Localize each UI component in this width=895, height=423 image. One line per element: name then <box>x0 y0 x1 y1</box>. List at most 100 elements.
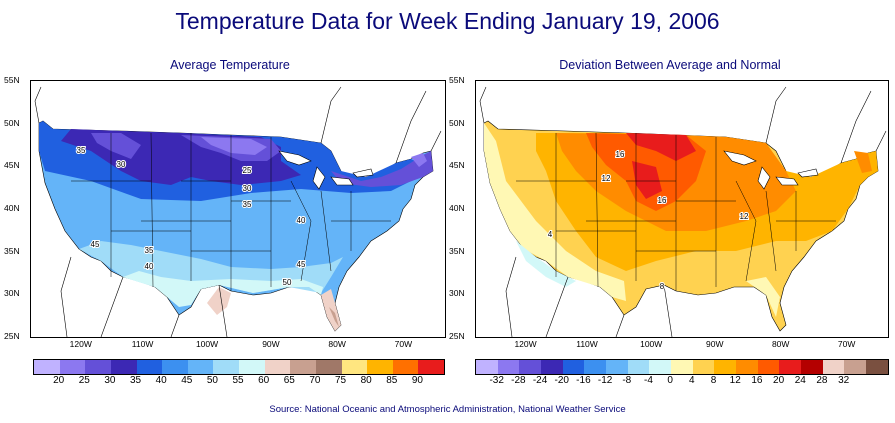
left_panel-colorbar-label: 55 <box>232 375 244 386</box>
right_panel-lon-label: 100W <box>640 339 663 349</box>
right_panel-colorbar-label: -20 <box>554 375 569 386</box>
right_panel-colorbar-swatch <box>476 360 498 374</box>
right_panel-colorbar-label: -32 <box>489 375 504 386</box>
left_panel-colorbar-label: 30 <box>104 375 116 386</box>
right_panel-lat-label: 45N <box>449 160 465 171</box>
right_panel-colorbar-swatch <box>606 360 628 374</box>
deviation-label-12-e: 12 <box>740 212 749 221</box>
left_panel-colorbar-label: 70 <box>309 375 321 386</box>
contour-label-30-mw: 30 <box>243 184 252 193</box>
left_panel-lon-label: 120W <box>69 339 92 349</box>
left_panel-colorbar-label: 50 <box>206 375 218 386</box>
contour-label-35-mw: 35 <box>243 200 252 209</box>
right_panel-colorbar-label: 20 <box>773 375 785 386</box>
right_panel-lat-label: 35N <box>449 245 465 256</box>
left_panel-colorbar-swatch <box>290 360 316 374</box>
left_panel-colorbar-swatch <box>392 360 419 374</box>
great-lakes-right <box>723 150 819 190</box>
left_panel-colorbar-swatch <box>85 360 111 374</box>
left_panel-colorbar-label: 90 <box>411 375 423 386</box>
right_panel-colorbar-label: 24 <box>794 375 806 386</box>
left_panel-colorbar-swatch <box>239 360 265 374</box>
right_panel-colorbar-label: 12 <box>729 375 741 386</box>
left_panel-lat-label: 45N <box>4 160 20 171</box>
state-borders-left <box>71 132 391 291</box>
contour-label-50-se: 50 <box>283 278 292 287</box>
left_panel-colorbar-label: 80 <box>360 375 372 386</box>
temperature-deviation-map: 16 12 16 12 4 8 <box>475 80 889 338</box>
left-panel-title: Average Temperature <box>170 58 290 72</box>
deviation-band-20 <box>626 133 696 199</box>
temperature-deviation-map-svg: 16 12 16 12 4 8 <box>479 86 887 337</box>
right_panel-lon-label: 120W <box>514 339 537 349</box>
left-contour-labels: 35 30 25 30 35 40 45 35 40 45 50 <box>76 145 307 288</box>
right_panel-lat-label: 50N <box>449 117 465 128</box>
right_panel-colorbar-label: -8 <box>622 375 632 386</box>
right_panel-colorbar-label: 4 <box>689 375 695 386</box>
right_panel-colorbar-label: 16 <box>751 375 763 386</box>
left_panel-lat-label: 35N <box>4 245 20 256</box>
left_panel-lon-label: 90W <box>262 339 280 349</box>
left_panel-lat-label: 55N <box>4 75 20 85</box>
average-temperature-map-svg: 35 30 25 30 35 40 45 35 40 45 50 <box>34 86 442 337</box>
right_panel-colorbar-swatch <box>497 360 520 374</box>
right_panel-lon-label: 110W <box>576 339 598 349</box>
state-borders-right <box>516 132 836 291</box>
left_panel-colorbar-label: 75 <box>334 375 347 386</box>
left_panel-colorbar-swatch <box>418 360 444 374</box>
left_panel-colorbar-swatch <box>162 360 188 374</box>
left_panel-colorbar-swatch <box>34 360 60 374</box>
right_panel-colorbar-label: -12 <box>597 375 613 386</box>
right_panel-colorbar-label: 32 <box>838 375 850 386</box>
left_panel-colorbar-label: 20 <box>53 375 65 386</box>
great-lakes-left <box>278 150 374 190</box>
right_panel-colorbar-swatch <box>692 360 715 374</box>
temp-band-65 <box>329 307 339 327</box>
source-credit: Source: National Oceanic and Atmospheric… <box>269 404 626 415</box>
temp-band-60 <box>207 287 341 331</box>
deviation-band-4 <box>484 123 780 317</box>
left_panel-colorbar-swatch <box>110 360 137 374</box>
temp-band-55 <box>123 271 323 307</box>
left_panel-colorbar-swatch <box>136 360 163 374</box>
right_panel-colorbar-swatch <box>779 360 802 374</box>
left_panel-colorbar-swatch <box>187 360 214 374</box>
left_panel-lat-label: 50N <box>4 117 20 128</box>
page-title: Temperature Data for Week Ending January… <box>175 8 720 34</box>
deviation-label-12-w: 12 <box>602 174 611 183</box>
deviation-label-4-w: 4 <box>548 230 553 239</box>
right_panel-colorbar-swatch <box>541 360 563 374</box>
contour-label-35-sw: 35 <box>145 246 154 255</box>
right_panel-colorbar-swatch <box>801 360 823 374</box>
left_panel-lon-label: 80W <box>328 339 346 349</box>
left_panel-colorbar-label: 25 <box>78 375 90 386</box>
right_panel-colorbar-label: -24 <box>532 375 548 386</box>
right_panel-colorbar-label: -4 <box>644 375 653 386</box>
contour-label-30-mt: 30 <box>117 160 126 169</box>
left_panel-lat-label: 40N <box>4 203 20 213</box>
right_panel-lat-label: 55N <box>449 75 465 85</box>
left_panel-lon-label: 110W <box>131 339 154 349</box>
temp-band-25 <box>201 137 427 167</box>
left_panel-colorbar-label: 35 <box>129 375 142 386</box>
right_panel-lat-label: 25N <box>449 331 465 341</box>
left_panel-colorbar-label: 45 <box>181 375 193 386</box>
contour-label-45-w: 45 <box>91 240 100 249</box>
left_panel-colorbar-label: 40 <box>155 375 167 386</box>
right_panel-lon-label: 90W <box>706 339 724 349</box>
left_panel-colorbar-swatch <box>341 360 368 374</box>
right_panel-lon-label: 70W <box>837 339 856 349</box>
left_panel-lon-label: 70W <box>394 339 413 349</box>
right_panel-colorbar-swatch <box>714 360 737 374</box>
left_panel-colorbar-swatch <box>59 360 86 374</box>
right_panel-colorbar-swatch <box>866 360 888 374</box>
right_panel-colorbar-swatch <box>649 360 672 374</box>
right_panel-lat-label: 30N <box>449 288 465 299</box>
left_panel-lat-label: 25N <box>4 331 20 341</box>
left_panel-colorbar-swatch <box>213 360 239 374</box>
right_panel-colorbar-label: -16 <box>576 375 591 386</box>
average-temperature-map: 35 30 25 30 35 40 45 35 40 45 50 <box>30 80 446 338</box>
right_panel-colorbar-swatch <box>757 360 780 374</box>
deviation-label-8-s: 8 <box>660 282 665 291</box>
left_panel-colorbar-swatch <box>264 360 291 374</box>
